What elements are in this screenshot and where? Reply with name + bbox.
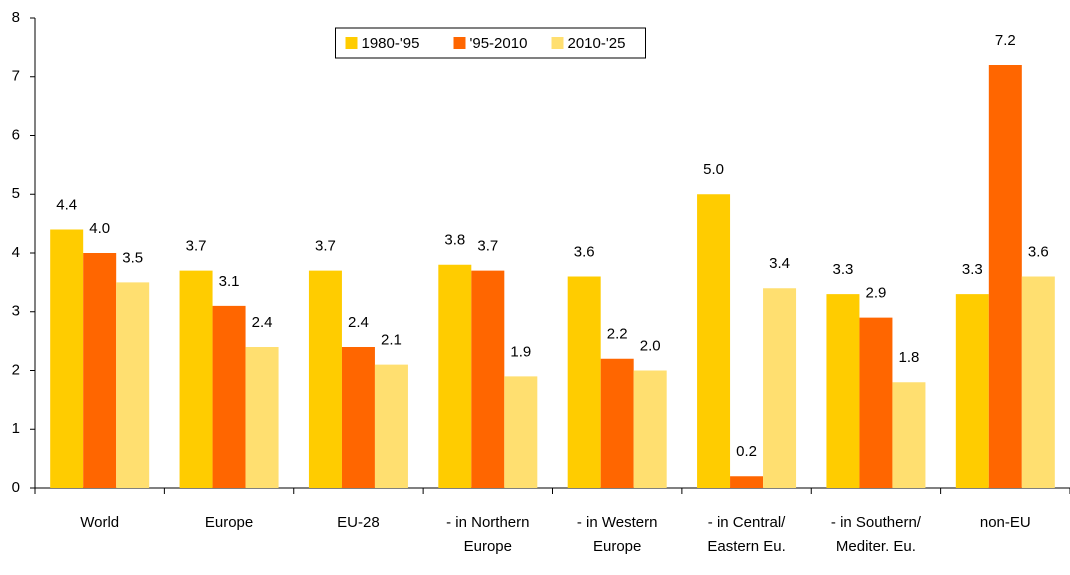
value-label: 3.4 (769, 255, 790, 272)
x-tick-label: Europe (205, 514, 253, 531)
bar (567, 276, 601, 488)
bar (730, 476, 764, 488)
legend-label: 2010-'25 (568, 35, 626, 52)
value-label: 3.3 (962, 261, 983, 278)
bar (50, 229, 84, 488)
value-label: 2.4 (348, 314, 369, 331)
value-label: 2.9 (866, 285, 887, 302)
value-label: 2.0 (640, 337, 661, 354)
bar (988, 65, 1022, 488)
legend-box (335, 27, 646, 59)
x-tick-label: non-EU (980, 514, 1031, 531)
bar (179, 270, 213, 488)
bar (892, 382, 926, 488)
bar (438, 264, 472, 488)
y-tick-label: 4 (12, 244, 20, 261)
y-tick-label: 0 (12, 479, 20, 496)
value-label: 2.1 (381, 332, 402, 349)
value-label: 1.9 (510, 343, 531, 360)
value-label: 7.2 (995, 32, 1016, 49)
bar (697, 194, 731, 488)
bar (633, 370, 667, 488)
value-label: 2.4 (252, 314, 273, 331)
value-label: 3.1 (219, 273, 240, 290)
value-label: 3.7 (477, 238, 498, 255)
value-label: 3.6 (1028, 243, 1049, 260)
legend-swatch (345, 37, 358, 49)
value-label: 3.7 (186, 238, 207, 255)
bar (308, 270, 342, 488)
bar (504, 376, 538, 488)
legend-swatch (551, 37, 564, 49)
value-label: 3.7 (315, 238, 336, 255)
bar (859, 317, 893, 488)
value-label: 5.0 (703, 161, 724, 178)
y-tick-label: 8 (12, 9, 20, 26)
y-tick-label: 2 (12, 361, 20, 378)
legend-label: 1980-'95 (362, 35, 420, 52)
x-tick-label: - in Northern Europe (446, 514, 529, 555)
value-label: 3.5 (122, 249, 143, 266)
legend-label: '95-2010 (470, 35, 528, 52)
y-tick-label: 1 (12, 420, 20, 437)
value-label: 1.8 (899, 349, 920, 366)
value-label: 0.2 (736, 443, 757, 460)
value-label: 2.2 (607, 326, 628, 343)
bar (116, 282, 150, 488)
legend-swatch (453, 37, 466, 49)
x-tick-label: - in Southern/Mediter. Eu. (831, 514, 922, 555)
value-label: 3.8 (444, 232, 465, 249)
y-tick-label: 3 (12, 303, 20, 320)
value-label: 4.4 (56, 196, 77, 213)
x-tick-label: - in Western Europe (577, 514, 658, 555)
bar (955, 294, 989, 488)
value-label: 3.6 (574, 243, 595, 260)
bar (83, 253, 117, 488)
x-tick-label: - in Central/Eastern Eu. (707, 514, 786, 555)
bar (1021, 276, 1055, 488)
bar (826, 294, 860, 488)
x-tick-label: World (80, 514, 119, 531)
bar (212, 305, 246, 488)
bar (471, 270, 505, 488)
bar (341, 347, 375, 488)
bar (245, 347, 279, 488)
value-label: 3.3 (833, 261, 854, 278)
bar (763, 288, 797, 488)
bar (374, 364, 408, 488)
x-tick-label: EU-28 (337, 514, 380, 531)
y-tick-label: 6 (12, 126, 20, 143)
bar (600, 358, 634, 488)
y-tick-label: 7 (12, 68, 20, 85)
y-tick-label: 5 (12, 185, 20, 202)
value-label: 4.0 (89, 220, 110, 237)
